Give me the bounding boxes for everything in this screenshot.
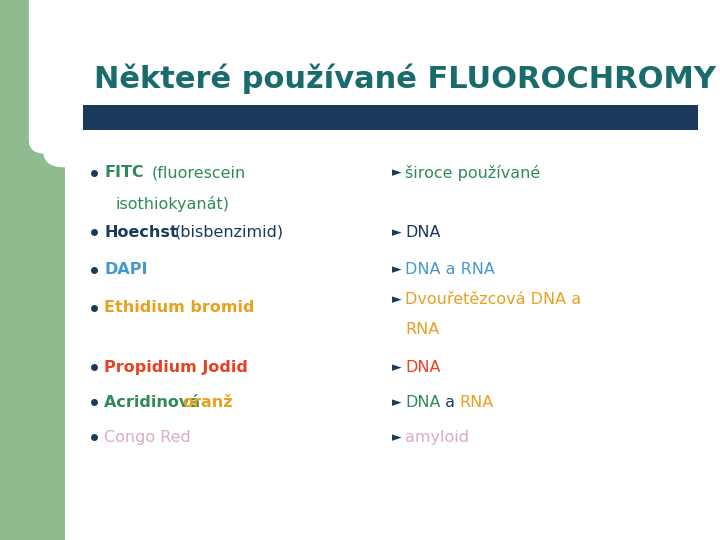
Text: Congo Red: Congo Red xyxy=(104,430,191,445)
Text: ►: ► xyxy=(392,166,402,179)
Text: oranž: oranž xyxy=(182,395,233,410)
Text: Některé používané FLUOROCHROMY: Některé používané FLUOROCHROMY xyxy=(94,63,716,93)
Text: Acridinová: Acridinová xyxy=(104,395,206,410)
Text: široce používané: široce používané xyxy=(405,165,541,181)
Text: a: a xyxy=(440,395,460,410)
Text: Propidium Jodid: Propidium Jodid xyxy=(104,360,248,375)
Text: DNA: DNA xyxy=(405,225,441,240)
Bar xyxy=(83,105,698,130)
Text: ►: ► xyxy=(392,361,402,374)
Text: DNA: DNA xyxy=(405,360,441,375)
FancyBboxPatch shape xyxy=(29,0,137,154)
Bar xyxy=(65,0,115,151)
Text: RNA: RNA xyxy=(405,322,440,337)
Text: (bisbenzimid): (bisbenzimid) xyxy=(174,225,284,240)
Text: Dvouřetězcová DNA a: Dvouřetězcová DNA a xyxy=(405,292,582,307)
Text: ►: ► xyxy=(392,396,402,409)
Text: DNA a RNA: DNA a RNA xyxy=(405,262,495,278)
Text: amyloid: amyloid xyxy=(405,430,469,445)
Text: ►: ► xyxy=(392,264,402,276)
FancyBboxPatch shape xyxy=(43,0,137,167)
Text: ►: ► xyxy=(392,226,402,239)
Text: isothiokyanát): isothiokyanát) xyxy=(115,196,229,212)
Text: DAPI: DAPI xyxy=(104,262,148,278)
Text: Ethidium bromid: Ethidium bromid xyxy=(104,300,255,315)
Text: ►: ► xyxy=(392,293,402,306)
Text: DNA: DNA xyxy=(405,395,441,410)
Text: ►: ► xyxy=(392,431,402,444)
Text: FITC: FITC xyxy=(104,165,144,180)
Text: RNA: RNA xyxy=(459,395,494,410)
Text: (fluorescein: (fluorescein xyxy=(151,165,246,180)
Bar xyxy=(0,0,65,151)
Text: Hoechst: Hoechst xyxy=(104,225,178,240)
Bar xyxy=(0,0,65,540)
